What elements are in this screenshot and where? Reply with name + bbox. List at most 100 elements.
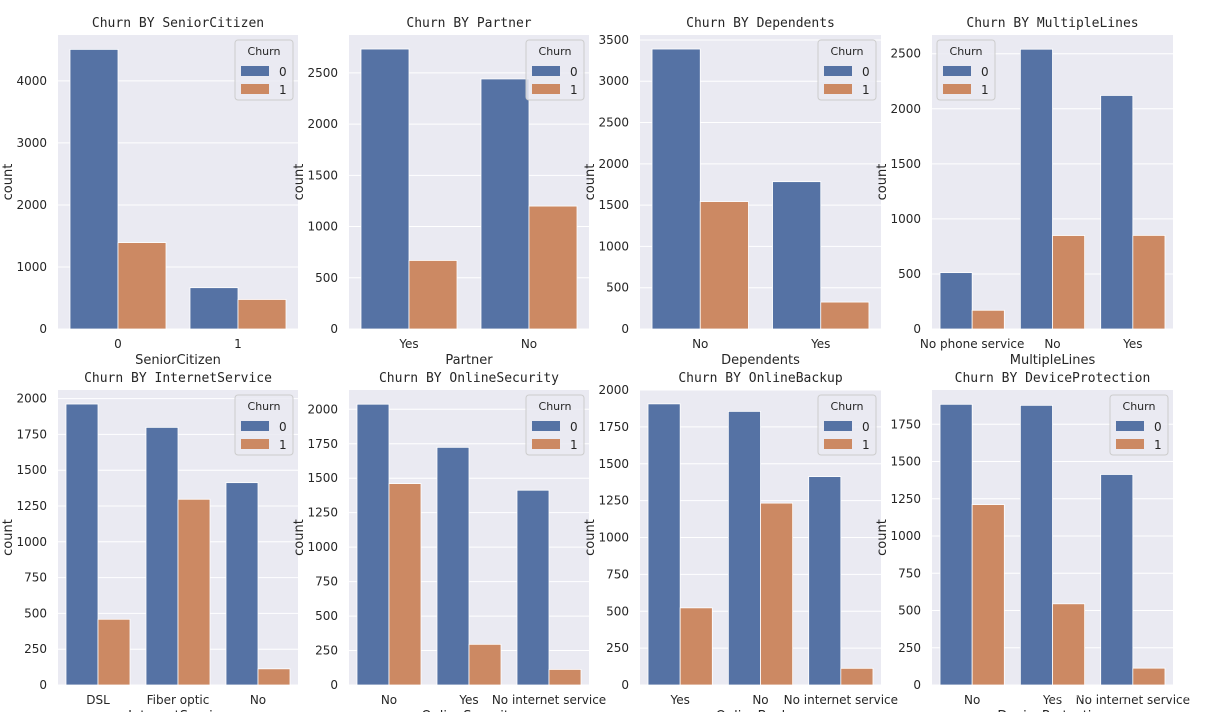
y-tick-label: 1250 [16, 499, 47, 513]
x-tick-label: DSL [86, 693, 110, 707]
y-tick-label: 2000 [598, 157, 629, 171]
legend-label-1: 1 [279, 438, 287, 452]
y-tick-label: 1000 [16, 260, 47, 274]
chart-title: Churn BY SeniorCitizen [92, 16, 264, 31]
y-tick-label: 750 [606, 567, 629, 581]
x-axis-label: Partner [445, 353, 493, 368]
y-tick-label: 500 [606, 281, 629, 295]
bar-no-churn-1 [257, 668, 291, 686]
bar-yes-churn-0 [360, 48, 410, 330]
x-axis-label: MultipleLines [1010, 353, 1096, 368]
legend: Churn 0 1 [525, 39, 585, 101]
y-tick-label: 2500 [598, 116, 629, 130]
y-tick-label: 0 [621, 322, 629, 336]
y-tick-label: 2000 [16, 392, 47, 406]
y-axis-label: count [583, 519, 598, 556]
y-tick-label: 250 [606, 641, 629, 655]
bar-no-phone-service-churn-0 [939, 272, 973, 330]
bar-no-internet-service-churn-0 [808, 476, 842, 686]
y-tick-label: 1500 [598, 457, 629, 471]
bar-no-churn-0 [480, 78, 530, 330]
x-tick-label: No internet service [1076, 693, 1190, 707]
bar-yes-churn-1 [1052, 603, 1086, 686]
legend-title: Churn [950, 45, 983, 58]
y-axis-label: count [292, 519, 307, 556]
legend-swatch-1 [943, 84, 971, 94]
chart-title: Churn BY DeviceProtection [955, 371, 1151, 386]
chart-title: Churn BY Partner [406, 16, 531, 31]
y-axis-label: count [583, 164, 598, 201]
bar-no-churn-0 [939, 403, 973, 686]
bar-1-churn-0 [189, 287, 239, 330]
bar-no-churn-0 [356, 403, 390, 686]
y-tick-label: 3000 [16, 136, 47, 150]
legend-label-1: 1 [862, 438, 870, 452]
legend-swatch-0 [824, 66, 852, 76]
legend: Churn 0 1 [817, 394, 877, 456]
chart-panel-6: 0 250 500 750 1000 1250 1500 1750 2000 No Yes No in… [292, 371, 606, 712]
y-tick-label: 2000 [890, 102, 921, 116]
x-tick-label: Yes [458, 693, 478, 707]
legend-swatch-1 [241, 84, 269, 94]
chart-panel-5: 0 250 500 750 1000 1250 1500 1750 2000 DSL Fiber o… [1, 371, 298, 712]
y-tick-label: 750 [315, 575, 338, 589]
chart-panel-7: 0 250 500 750 1000 1250 1500 1750 2000 Yes No No in… [583, 371, 898, 712]
y-tick-label: 500 [24, 606, 47, 620]
legend-title: Churn [831, 45, 864, 58]
x-tick-label: No internet service [784, 693, 898, 707]
x-tick-label: No phone service [920, 337, 1024, 351]
legend: Churn 0 1 [525, 394, 585, 456]
bar-yes-churn-0 [1100, 95, 1134, 330]
y-tick-label: 1500 [890, 157, 921, 171]
y-tick-label: 250 [24, 642, 47, 656]
x-tick-label: No [752, 693, 768, 707]
x-tick-label: Yes [669, 693, 689, 707]
bar-no-churn-1 [388, 483, 422, 686]
legend-label-1: 1 [570, 438, 578, 452]
y-tick-label: 1500 [598, 198, 629, 212]
legend-label-1: 1 [862, 83, 870, 97]
x-tick-label: No [964, 693, 980, 707]
y-tick-label: 250 [315, 644, 338, 658]
x-tick-label: Yes [398, 337, 418, 351]
x-tick-label: 1 [234, 337, 242, 351]
x-tick-label: 0 [114, 337, 122, 351]
legend-swatch-1 [824, 439, 852, 449]
legend: Churn 0 1 [936, 39, 996, 101]
y-tick-label: 500 [315, 271, 338, 285]
legend-title: Churn [248, 400, 281, 413]
bar-yes-churn-1 [408, 260, 458, 330]
bar-yes-churn-0 [436, 446, 470, 686]
legend-swatch-1 [532, 84, 560, 94]
legend-label-1: 1 [1154, 438, 1162, 452]
y-tick-label: 1000 [890, 212, 921, 226]
legend-swatch-1 [824, 84, 852, 94]
x-axis-label: DeviceProtection [997, 709, 1107, 712]
y-tick-label: 500 [315, 609, 338, 623]
y-tick-label: 3500 [598, 33, 629, 47]
legend-label-0: 0 [570, 420, 578, 434]
y-axis-label: count [292, 164, 307, 201]
legend-label-0: 0 [570, 65, 578, 79]
y-axis-label: count [1, 164, 16, 201]
legend-swatch-0 [943, 66, 971, 76]
x-axis-label: SeniorCitizen [135, 353, 221, 368]
legend: Churn 0 1 [817, 39, 877, 101]
bar-yes-churn-0 [772, 181, 822, 330]
legend-label-0: 0 [862, 65, 870, 79]
y-tick-label: 750 [898, 566, 921, 580]
legend: Churn 0 1 [234, 39, 294, 101]
y-axis-label: count [875, 519, 890, 556]
bar-no-internet-service-churn-0 [1100, 474, 1134, 686]
y-tick-label: 1250 [598, 494, 629, 508]
x-axis-label: InternetService [128, 709, 228, 712]
legend-label-0: 0 [279, 65, 287, 79]
legend-swatch-0 [241, 421, 269, 431]
legend-label-0: 0 [279, 420, 287, 434]
bar-no-internet-service-churn-0 [516, 489, 550, 686]
y-tick-label: 2000 [307, 117, 338, 131]
bar-no-internet-service-churn-1 [1132, 667, 1166, 686]
legend-label-0: 0 [1154, 420, 1162, 434]
bar-no-churn-1 [760, 502, 794, 686]
bar-yes-churn-1 [468, 643, 502, 686]
